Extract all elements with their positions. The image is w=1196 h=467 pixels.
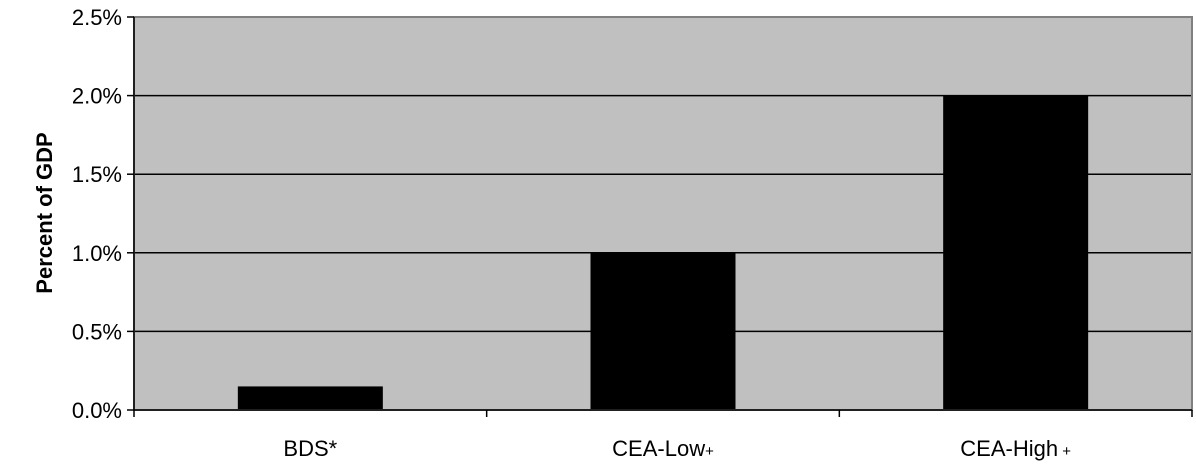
bar-1 — [237, 386, 383, 410]
bar-2 — [590, 252, 736, 410]
bars — [237, 95, 1089, 410]
x-category-labels: BDS* CEA-Low+ CEA-High + — [283, 436, 1071, 461]
y-tick-label: 2.0% — [72, 84, 122, 109]
y-tick-label: 1.5% — [72, 162, 122, 187]
y-tick-labels: 0.0% 0.5% 1.0% 1.5% 2.0% 2.5% — [72, 5, 122, 423]
x-tick-label: CEA-High + — [960, 436, 1071, 461]
y-tick-label: 0.5% — [72, 319, 122, 344]
bar-3 — [943, 95, 1089, 410]
y-tick-label: 1.0% — [72, 241, 122, 266]
y-tick-label: 2.5% — [72, 5, 122, 30]
x-tick-label: BDS* — [283, 436, 337, 461]
x-tick-label: CEA-Low+ — [612, 436, 714, 461]
axes — [127, 16, 1193, 417]
y-axis-title: Percent of GDP — [32, 132, 57, 293]
y-tick-label: 0.0% — [72, 398, 122, 423]
